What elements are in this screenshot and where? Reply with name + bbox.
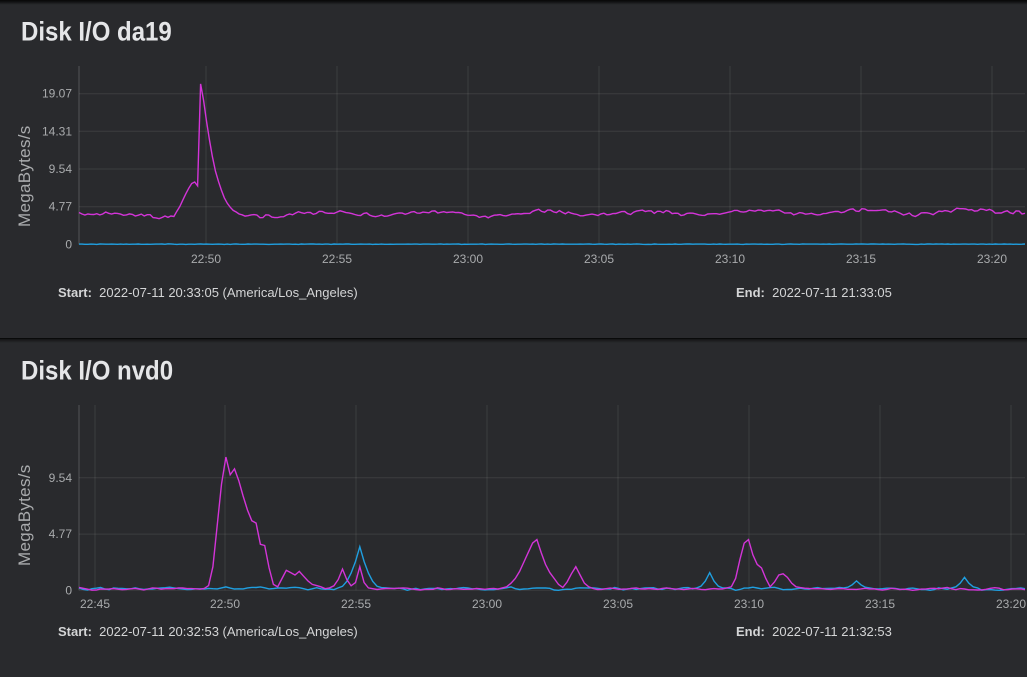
svg-text:22:55: 22:55 <box>341 597 371 611</box>
svg-text:23:05: 23:05 <box>603 597 633 611</box>
svg-text:22:45: 22:45 <box>80 597 110 611</box>
svg-text:23:15: 23:15 <box>865 597 895 611</box>
svg-text:0: 0 <box>65 237 72 251</box>
svg-text:14.31: 14.31 <box>42 124 72 138</box>
svg-text:23:05: 23:05 <box>584 252 614 266</box>
svg-text:22:50: 22:50 <box>191 252 221 266</box>
svg-text:9.54: 9.54 <box>49 471 73 485</box>
svg-text:23:20: 23:20 <box>977 252 1007 266</box>
svg-text:23:10: 23:10 <box>734 597 764 611</box>
svg-text:22:50: 22:50 <box>210 597 240 611</box>
svg-text:4.77: 4.77 <box>49 527 73 541</box>
svg-text:23:10: 23:10 <box>715 252 745 266</box>
svg-text:9.54: 9.54 <box>49 162 73 176</box>
svg-text:23:00: 23:00 <box>472 597 502 611</box>
svg-text:23:20: 23:20 <box>996 597 1026 611</box>
svg-text:23:15: 23:15 <box>846 252 876 266</box>
svg-text:23:00: 23:00 <box>453 252 483 266</box>
svg-text:19.07: 19.07 <box>42 87 72 101</box>
svg-text:0: 0 <box>65 583 72 597</box>
svg-text:22:55: 22:55 <box>322 252 352 266</box>
svg-text:4.77: 4.77 <box>49 200 73 214</box>
